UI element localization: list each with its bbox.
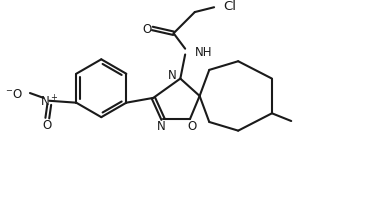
Text: NH: NH [195, 46, 212, 59]
Text: Cl: Cl [224, 0, 237, 13]
Text: O: O [187, 120, 197, 133]
Text: O: O [43, 119, 52, 132]
Text: $^{-}$O: $^{-}$O [5, 87, 23, 100]
Text: N: N [168, 69, 177, 82]
Text: O: O [142, 23, 151, 36]
Text: N$^+$: N$^+$ [40, 94, 59, 109]
Text: N: N [157, 120, 165, 133]
